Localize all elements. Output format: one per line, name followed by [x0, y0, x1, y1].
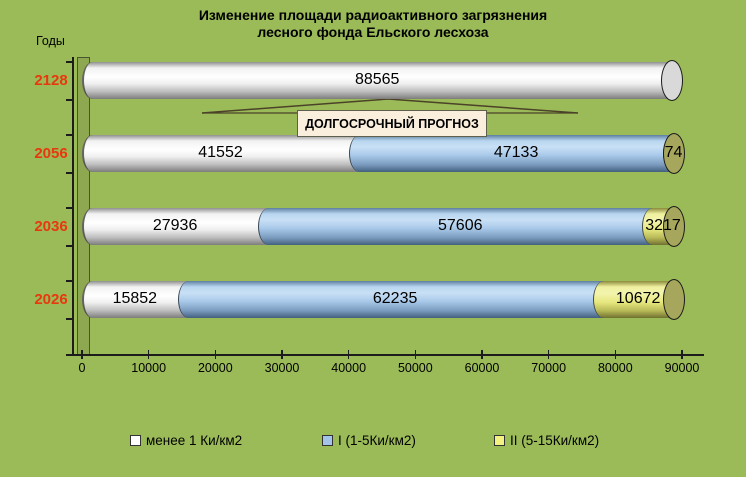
x-axis-tick [614, 350, 617, 359]
category-axis-tick [66, 172, 73, 174]
bar-value-label: 3217 [645, 217, 681, 234]
x-axis-tick [147, 350, 150, 359]
category-axis-tick [66, 99, 73, 101]
category-axis-tick [66, 61, 73, 63]
x-axis-tick [414, 350, 417, 359]
legend-label: менее 1 Ки/км2 [146, 433, 243, 448]
legend-swatch [494, 435, 505, 446]
forecast-callout: ДОЛГОСРОЧНЫЙ ПРОГНОЗ [297, 110, 487, 137]
year-label: 2026 [34, 291, 68, 308]
bar-value-label: 62235 [372, 290, 418, 307]
x-axis-tick [214, 350, 217, 359]
bar-value-label: 41552 [198, 144, 243, 161]
legend-item: менее 1 Ки/км2 [130, 433, 242, 448]
category-axis-line [72, 57, 74, 355]
bar-segment [82, 62, 673, 99]
chart-title-line1: Изменение площади радиоактивного загрязн… [198, 7, 548, 23]
bar-value-label: 47133 [493, 144, 539, 161]
chart-title-line2: лесного фонда Ельского лесхоза [257, 24, 489, 40]
bar-value-label: 27936 [152, 217, 198, 234]
x-axis-tick-label: 70000 [531, 361, 567, 375]
category-axis-title: Годы [36, 34, 65, 48]
x-axis-tick-label: 60000 [464, 361, 500, 375]
x-axis-tick-label: 20000 [197, 361, 233, 375]
bar-value-label: 88565 [354, 71, 400, 88]
category-axis-tick [66, 280, 73, 282]
x-axis-tick-label: 80000 [597, 361, 633, 375]
category-axis-tick [66, 207, 73, 209]
x-axis-tick [81, 350, 83, 359]
bar-segment [349, 135, 674, 172]
legend-item: I (1-5Ки/км2) [322, 433, 416, 448]
year-label: 2128 [34, 72, 68, 89]
x-axis-tick-label: 30000 [264, 361, 300, 375]
x-axis-tick [281, 350, 283, 359]
category-axis-tick [66, 318, 73, 320]
bar-value-label: 15852 [112, 290, 158, 307]
bar-value-label: 10672 [615, 290, 661, 307]
x-axis-tick [547, 350, 550, 359]
x-axis-tick [481, 350, 483, 359]
x-axis-tick-label: 90000 [664, 361, 700, 375]
bar-end-cap [661, 60, 684, 101]
x-axis-tick-label: 10000 [131, 361, 167, 375]
bar-segment [177, 281, 603, 318]
year-label: 2056 [34, 145, 68, 162]
legend-swatch [130, 435, 141, 446]
x-axis-tick-label: 40000 [331, 361, 367, 375]
bar-segment [592, 281, 674, 318]
legend-item: II (5-15Ки/км2) [494, 433, 599, 448]
legend-label: I (1-5Ки/км2) [338, 433, 416, 448]
bar-segment [258, 208, 653, 245]
bar-value-label: 74 [664, 144, 683, 161]
x-axis-tick-label: 0 [78, 361, 86, 375]
bar-segment [82, 281, 188, 318]
year-label: 2036 [34, 218, 68, 235]
x-axis-tick-label: 50000 [397, 361, 433, 375]
category-axis-tick [66, 245, 73, 247]
legend-label: II (5-15Ки/км2) [510, 433, 600, 448]
category-axis-tick [66, 134, 73, 136]
bar-segment [82, 208, 269, 245]
bar-value-label: 57606 [438, 217, 483, 234]
x-axis-tick [347, 350, 350, 359]
bar-segment [82, 135, 359, 172]
legend-swatch [322, 435, 333, 446]
x-axis-tick [681, 350, 683, 359]
chart-title: Изменение площади радиоактивного загрязн… [0, 7, 746, 41]
value-axis-line [66, 354, 704, 356]
bar-end-cap [662, 133, 685, 174]
bar-end-cap [662, 206, 685, 247]
bar-end-cap [662, 279, 685, 320]
